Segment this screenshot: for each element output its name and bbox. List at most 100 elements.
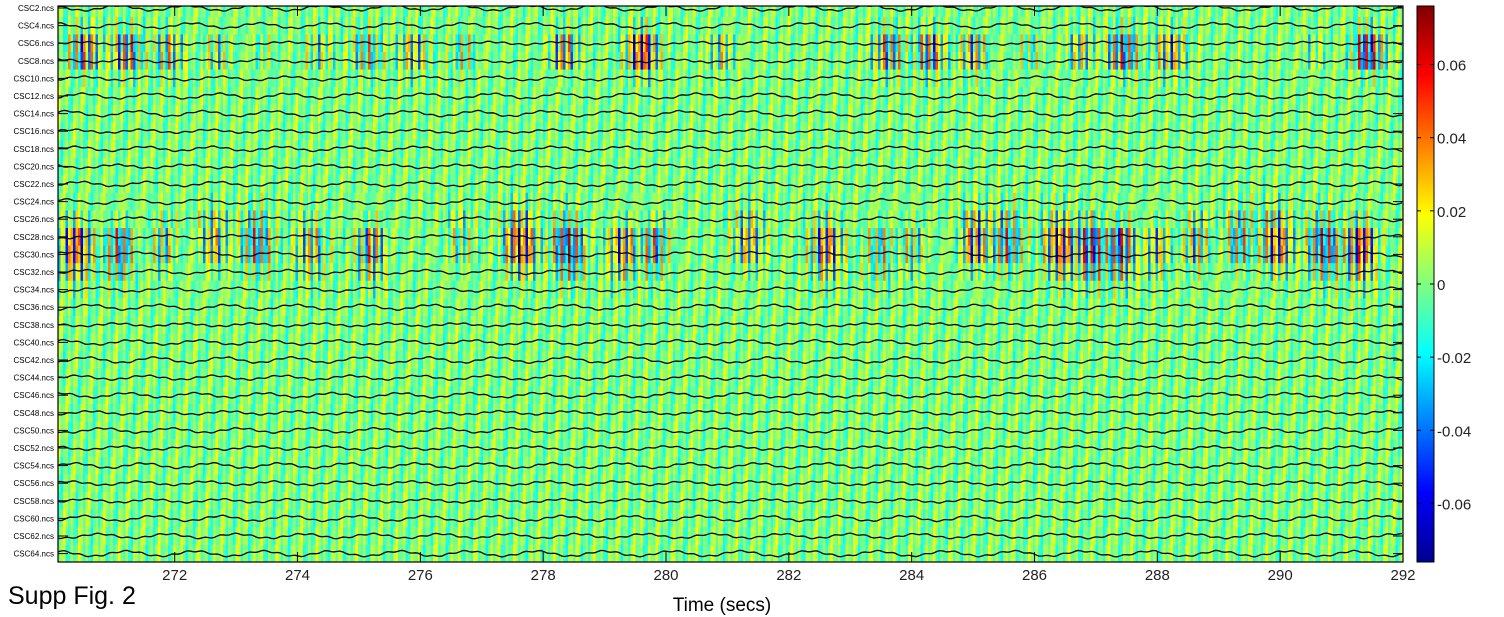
heatmap-cell [800, 140, 804, 159]
heatmap-cell [1313, 34, 1317, 53]
heatmap-cell [755, 16, 759, 35]
heatmap-cell [128, 16, 132, 35]
heatmap-cell [1080, 104, 1084, 123]
heatmap-cell [490, 6, 494, 18]
heatmap-cell [288, 122, 292, 141]
heatmap-cell [80, 104, 84, 123]
heatmap-cell [108, 6, 112, 18]
heatmap-cell [1188, 52, 1192, 71]
heatmap-cell [1010, 16, 1014, 35]
heatmap-cell [1230, 87, 1234, 106]
heatmap-cell [275, 6, 279, 18]
heatmap-cell [253, 122, 257, 141]
heatmap-cell [410, 34, 414, 53]
heatmap-cell [673, 16, 677, 35]
heatmap-cell [195, 69, 199, 88]
heatmap-cell [965, 34, 969, 53]
heatmap-cell [1355, 6, 1359, 18]
heatmap-cell [615, 122, 619, 141]
heatmap-cell [1343, 34, 1347, 53]
heatmap-cell [795, 52, 799, 71]
heatmap-cell [1005, 52, 1009, 71]
heatmap-cell [563, 16, 567, 35]
heatmap-cell [570, 16, 574, 35]
heatmap-cell [870, 87, 874, 106]
heatmap-cell [1315, 69, 1319, 88]
heatmap-cell [1333, 104, 1337, 123]
heatmap-cell [145, 34, 149, 53]
heatmap-cell [1093, 140, 1097, 159]
heatmap-cell [68, 34, 72, 53]
heatmap-cell [595, 16, 599, 35]
heatmap-cell [413, 140, 417, 159]
heatmap-cell [923, 140, 927, 159]
heatmap-cell [885, 122, 889, 141]
heatmap-cell [935, 34, 939, 53]
heatmap-cell [685, 104, 689, 123]
heatmap-cell [850, 122, 854, 141]
heatmap-cell [593, 16, 597, 35]
heatmap-cell [695, 16, 699, 35]
heatmap-cell [70, 69, 74, 88]
heatmap-cell [600, 6, 604, 18]
heatmap-cell [488, 6, 492, 18]
heatmap-cell [1250, 87, 1254, 106]
heatmap-cell [123, 104, 127, 123]
heatmap-cell [580, 104, 584, 123]
heatmap-cell [583, 6, 587, 18]
heatmap-cell [810, 140, 814, 159]
heatmap-cell [1070, 52, 1074, 71]
heatmap-cell [453, 69, 457, 88]
heatmap-cell [1180, 87, 1184, 106]
heatmap-cell [210, 122, 214, 141]
heatmap-cell [868, 6, 872, 18]
heatmap-cell [980, 104, 984, 123]
heatmap-cell [1348, 6, 1352, 18]
heatmap-cell [203, 69, 207, 88]
heatmap-cell [660, 6, 664, 18]
heatmap-cell [448, 122, 452, 141]
heatmap-cell [565, 87, 569, 106]
heatmap-cell [365, 16, 369, 35]
heatmap-cell [438, 104, 442, 123]
heatmap-cell [393, 16, 397, 35]
heatmap-cell [340, 87, 344, 106]
heatmap-cell [873, 6, 877, 18]
heatmap-cell [290, 52, 294, 71]
heatmap-cell [685, 69, 689, 88]
heatmap-cell [1208, 16, 1212, 35]
heatmap-cell [1198, 104, 1202, 123]
heatmap-cell [420, 69, 424, 88]
heatmap-cell [390, 87, 394, 106]
heatmap-cell [1078, 34, 1082, 53]
heatmap-cell [488, 87, 492, 106]
heatmap-cell [453, 52, 457, 71]
heatmap-cell [978, 104, 982, 123]
heatmap-cell [553, 87, 557, 106]
heatmap-cell [255, 16, 259, 35]
heatmap-cell [1085, 52, 1089, 71]
heatmap-cell [745, 34, 749, 53]
heatmap-cell [640, 34, 644, 53]
heatmap-cell [323, 87, 327, 106]
heatmap-cell [683, 122, 687, 141]
heatmap-cell [1098, 122, 1102, 141]
heatmap-cell [470, 140, 474, 159]
heatmap-cell [928, 6, 932, 18]
heatmap-cell [433, 69, 437, 88]
heatmap-cell [250, 157, 254, 176]
heatmap-cell [1253, 87, 1257, 106]
heatmap-cell [350, 104, 354, 123]
heatmap-cell [1340, 140, 1344, 159]
heatmap-cell [1350, 69, 1354, 88]
heatmap-cell [425, 87, 429, 106]
heatmap-cell [860, 87, 864, 106]
heatmap-cell [723, 122, 727, 141]
heatmap-cell [878, 34, 882, 53]
heatmap-cell [1353, 6, 1357, 18]
heatmap-cell [830, 140, 834, 159]
heatmap-cell [715, 87, 719, 106]
heatmap-cell [878, 16, 882, 35]
heatmap-cell [1128, 140, 1132, 159]
heatmap-cell [195, 52, 199, 71]
